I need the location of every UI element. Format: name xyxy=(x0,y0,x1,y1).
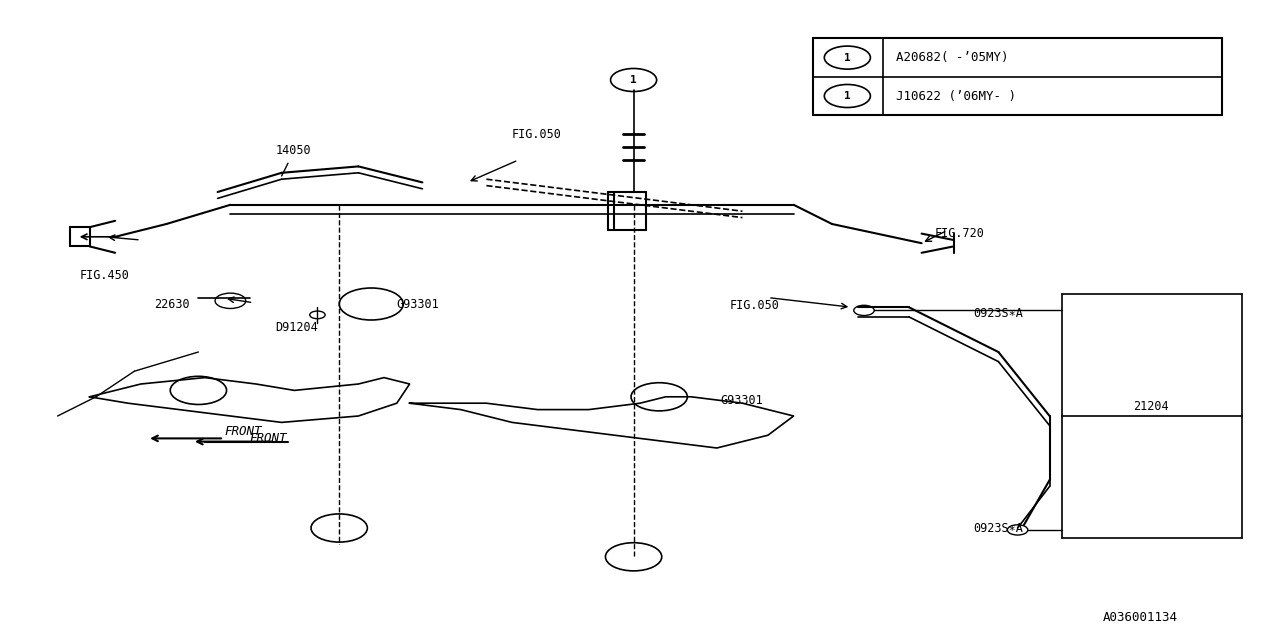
Text: FIG.720: FIG.720 xyxy=(934,227,984,240)
Text: 1: 1 xyxy=(630,75,637,85)
Text: J10622 (’06MY- ): J10622 (’06MY- ) xyxy=(896,90,1016,102)
Text: A036001134: A036001134 xyxy=(1102,611,1178,624)
Text: 1: 1 xyxy=(844,52,851,63)
Text: FIG.450: FIG.450 xyxy=(79,269,129,282)
Text: 22630: 22630 xyxy=(154,298,189,311)
Text: 21204: 21204 xyxy=(1133,400,1169,413)
Text: FRONT: FRONT xyxy=(224,426,262,438)
Text: G93301: G93301 xyxy=(397,298,439,311)
Text: 0923S∗A: 0923S∗A xyxy=(973,522,1023,534)
Text: 14050: 14050 xyxy=(275,144,311,157)
Text: 0923S∗A: 0923S∗A xyxy=(973,307,1023,320)
FancyBboxPatch shape xyxy=(813,38,1222,115)
Text: D91204: D91204 xyxy=(275,321,317,334)
Text: G93301: G93301 xyxy=(721,394,763,406)
Text: 1: 1 xyxy=(844,91,851,101)
Text: FIG.050: FIG.050 xyxy=(512,128,562,141)
Text: A20682( -’05MY): A20682( -’05MY) xyxy=(896,51,1009,64)
Text: FRONT: FRONT xyxy=(250,432,287,445)
Text: FIG.050: FIG.050 xyxy=(730,299,780,312)
